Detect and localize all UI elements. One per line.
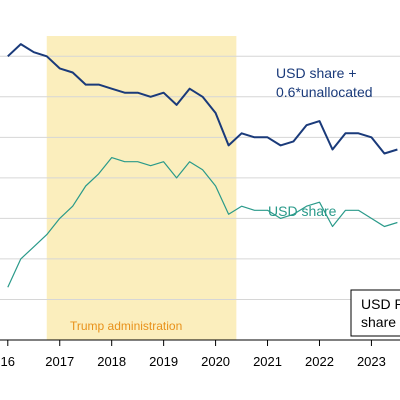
usd-plus-label-line1: USD share +: [276, 65, 357, 81]
series-line-usd_plus_unallocated: [7, 43, 398, 155]
series: [7, 43, 398, 288]
x-ticks: 16 2017 2018 2019 2020 2021 2022 2023: [1, 340, 386, 369]
legend-line2: share: [361, 314, 396, 330]
legend-box: USD R share: [350, 289, 400, 337]
grid: [0, 55, 400, 341]
x-tick-label: 2020: [201, 354, 230, 369]
legend-line1: USD R: [361, 296, 400, 312]
x-tick-label: 2023: [357, 354, 386, 369]
x-tick-label: 2017: [45, 354, 74, 369]
x-tick-label: 16: [1, 354, 15, 369]
x-tick-label: 2022: [305, 354, 334, 369]
series-line-usd_share: [7, 157, 398, 288]
x-tick-label: 2019: [149, 354, 178, 369]
usd-plus-label-line2: 0.6*unallocated: [276, 84, 373, 100]
shade-label: Trump administration: [70, 319, 182, 333]
x-tick-label: 2018: [97, 354, 126, 369]
shade-rect: [46, 36, 237, 340]
x-tick-label: 2021: [253, 354, 282, 369]
usd-share-label: USD share: [268, 203, 337, 219]
shaded-region: [46, 36, 237, 340]
